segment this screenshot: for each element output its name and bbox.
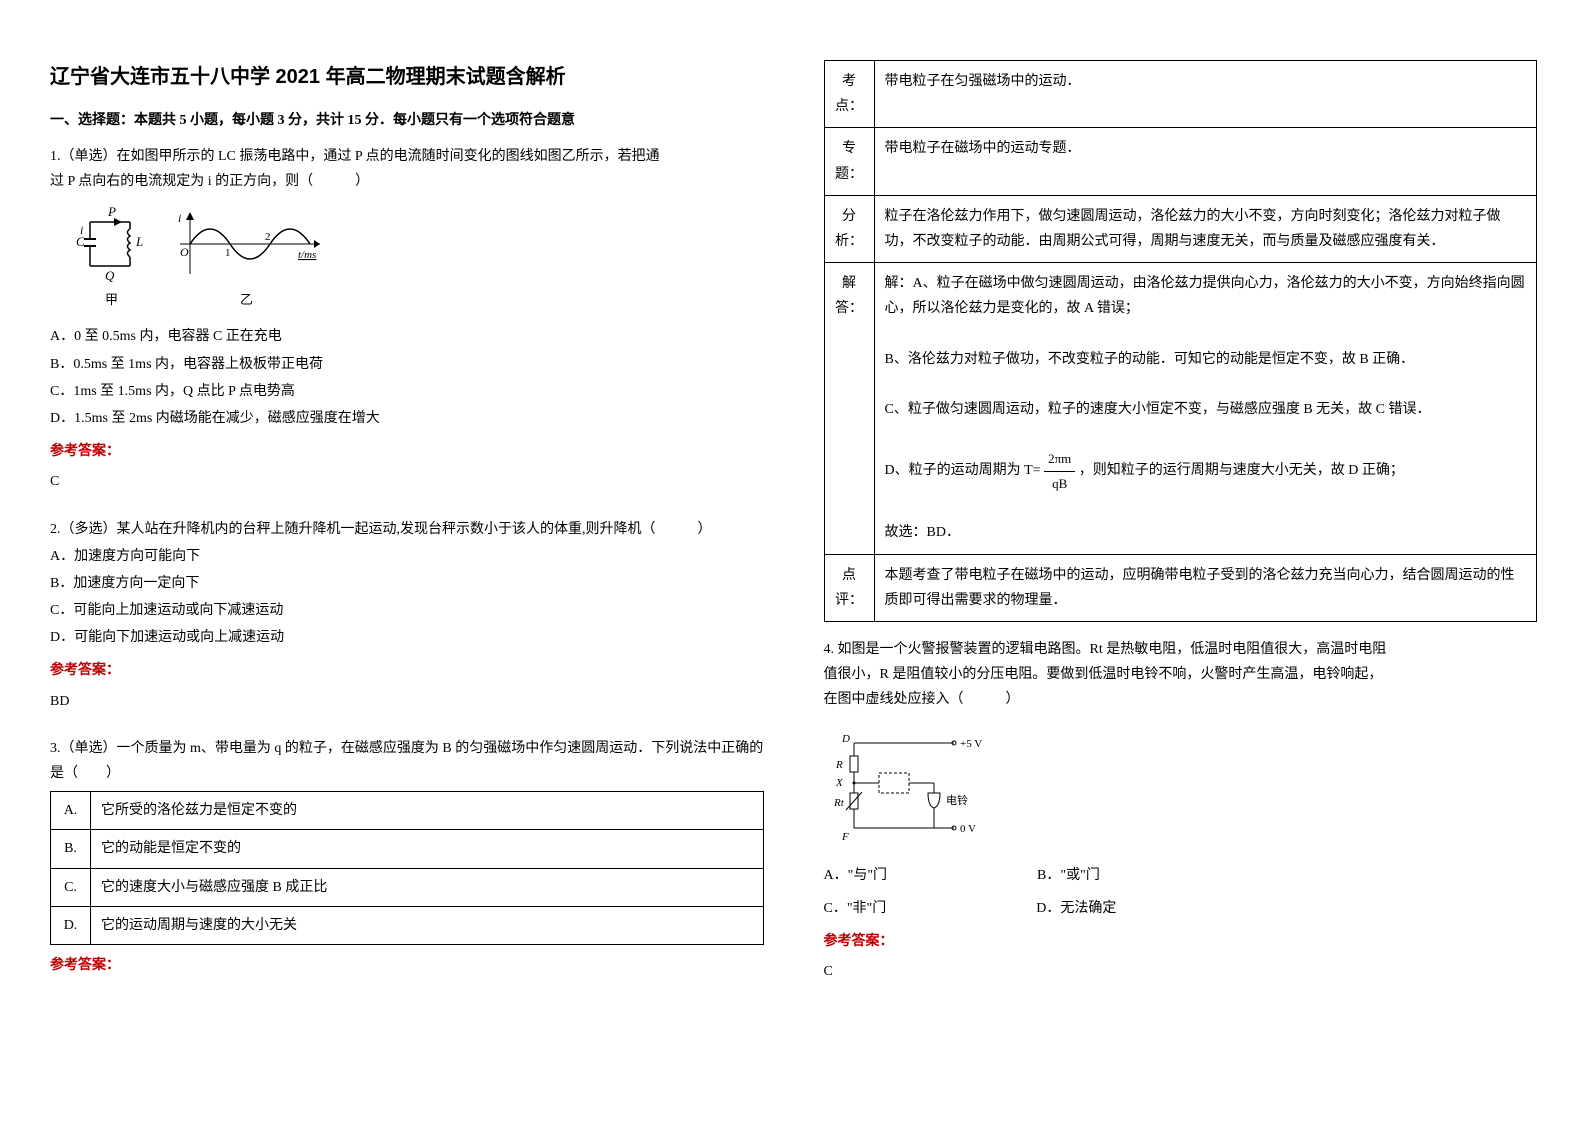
q4-option-b: B．"或"门 <box>1037 863 1100 888</box>
question-4: 4. 如图是一个火警报警装置的逻辑电路图。Rt 是热敏电阻，低温时电阻值很大，高… <box>824 637 1538 996</box>
q1-option-c: C．1ms 至 1.5ms 内，Q 点比 P 点电势高 <box>50 379 764 404</box>
jieda-b: B、洛伦兹力对粒子做功，不改变粒子的动能．可知它的动能是恒定不变，故 B 正确． <box>885 347 1527 372</box>
jieda-d-pre: D、粒子的运动周期为 T= <box>885 464 1045 479</box>
q3-opt-b: 它的动能是恒定不变的 <box>91 830 764 868</box>
question-3: 3.（单选）一个质量为 m、带电量为 q 的粒子，在磁感应强度为 B 的匀强磁场… <box>50 736 764 983</box>
label-Rt: Rt <box>833 797 845 809</box>
kaodian-label: 考点： <box>824 61 874 128</box>
question-1: 1.（单选）在如图甲所示的 LC 振荡电路中，通过 P 点的电流随时间变化的图线… <box>50 144 764 507</box>
table-row: C. 它的速度大小与磁感应强度 B 成正比 <box>51 868 764 906</box>
q3-opt-d-label: D. <box>51 906 91 944</box>
dianping-label: 点评： <box>824 554 874 621</box>
kaodian-text: 带电粒子在匀强磁场中的运动． <box>874 61 1537 128</box>
table-row: 考点： 带电粒子在匀强磁场中的运动． <box>824 61 1537 128</box>
label-i-axis: i <box>178 211 181 225</box>
q2-option-b: B．加速度方向一定向下 <box>50 571 764 596</box>
label-5v: +5 V <box>960 738 982 750</box>
q4-answer-label: 参考答案： <box>824 929 1538 954</box>
left-column: 辽宁省大连市五十八中学 2021 年高二物理期末试题含解析 一、选择题：本题共 … <box>50 60 764 1062</box>
q3-opt-a-label: A. <box>51 792 91 830</box>
fraction-den: qB <box>1044 472 1075 495</box>
label-P: P <box>107 204 116 219</box>
q2-option-d: D．可能向下加速运动或向上减速运动 <box>50 625 764 650</box>
analysis-table: 考点： 带电粒子在匀强磁场中的运动． 专题： 带电粒子在磁场中的运动专题． 分析… <box>824 60 1538 622</box>
table-row: D. 它的运动周期与速度的大小无关 <box>51 906 764 944</box>
label-0v: 0 V <box>960 823 976 835</box>
label-R: R <box>835 759 843 771</box>
jieda-label: 解答： <box>824 263 874 554</box>
q2-option-c: C．可能向上加速运动或向下减速运动 <box>50 598 764 623</box>
fraction-num: 2πm <box>1044 447 1075 471</box>
jieda-d: D、粒子的运动周期为 T= 2πm qB ，则知粒子的运行周期与速度大小无关，故… <box>885 447 1527 495</box>
jieda-c: C、粒子做匀速圆周运动，粒子的速度大小恒定不变，与磁感应强度 B 无关，故 C … <box>885 397 1527 422</box>
q4-logic-diagram: +5 V D R X Rt <box>824 728 1004 848</box>
label-F: F <box>841 831 849 843</box>
q4-text1: 4. 如图是一个火警报警装置的逻辑电路图。Rt 是热敏电阻，低温时电阻值很大，高… <box>824 637 1538 662</box>
q3-answer-label: 参考答案： <box>50 953 764 978</box>
tick-1: 1 <box>225 247 231 259</box>
q2-option-a: A．加速度方向可能向下 <box>50 544 764 569</box>
q3-opt-d: 它的运动周期与速度的大小无关 <box>91 906 764 944</box>
q3-opt-c: 它的速度大小与磁感应强度 B 成正比 <box>91 868 764 906</box>
table-row: 点评： 本题考查了带电粒子在磁场中的运动，应明确带电粒子受到的洛仑兹力充当向心力… <box>824 554 1537 621</box>
tick-2: 2 <box>265 231 271 243</box>
q1-text-line1: 1.（单选）在如图甲所示的 LC 振荡电路中，通过 P 点的电流随时间变化的图线… <box>50 144 764 169</box>
q3-options-table: A. 它所受的洛伦兹力是恒定不变的 B. 它的动能是恒定不变的 C. 它的速度大… <box>50 791 764 945</box>
q1-option-a: A．0 至 0.5ms 内，电容器 C 正在充电 <box>50 324 764 349</box>
label-D: D <box>841 733 850 745</box>
dianping-text: 本题考查了带电粒子在磁场中的运动，应明确带电粒子受到的洛仑兹力充当向心力，结合圆… <box>874 554 1537 621</box>
fenxi-text: 粒子在洛伦兹力作用下，做匀速圆周运动，洛伦兹力的大小不变，方向时刻变化；洛伦兹力… <box>874 195 1537 262</box>
q4-option-a: A．"与"门 <box>824 863 888 888</box>
table-row: A. 它所受的洛伦兹力是恒定不变的 <box>51 792 764 830</box>
question-2: 2.（多选）某人站在升降机内的台秤上随升降机一起运动,发现台秤示数小于该人的体重… <box>50 517 764 726</box>
q1-answer: C <box>50 469 764 494</box>
label-t-axis: t/ms <box>298 249 316 261</box>
q3-opt-c-label: C. <box>51 868 91 906</box>
q2-answer: BD <box>50 689 764 714</box>
q1-answer-label: 参考答案： <box>50 439 764 464</box>
label-O: O <box>180 245 189 259</box>
q4-text3: 在图中虚线处应接入（ ） <box>824 687 1538 712</box>
q3-text: 3.（单选）一个质量为 m、带电量为 q 的粒子，在磁感应强度为 B 的匀强磁场… <box>50 736 764 786</box>
q3-opt-a: 它所受的洛伦兹力是恒定不变的 <box>91 792 764 830</box>
jieda-d-post: ，则知粒子的运行周期与速度大小无关，故 D 正确； <box>1079 464 1404 479</box>
q4-options-row1: A．"与"门 B．"或"门 <box>824 863 1538 888</box>
table-row: 分析： 粒子在洛伦兹力作用下，做匀速圆周运动，洛伦兹力的大小不变，方向时刻变化；… <box>824 195 1537 262</box>
page-title: 辽宁省大连市五十八中学 2021 年高二物理期末试题含解析 <box>50 60 764 89</box>
section-header: 一、选择题：本题共 5 小题，每小题 3 分，共计 15 分．每小题只有一个选项… <box>50 109 764 129</box>
zhuanti-text: 带电粒子在磁场中的运动专题． <box>874 128 1537 195</box>
q3-opt-b-label: B. <box>51 830 91 868</box>
label-C: C <box>76 234 85 249</box>
q4-text2: 值很小，R 是阻值较小的分压电阻。要做到低温时电铃不响，火警时产生高温，电铃响起… <box>824 662 1538 687</box>
table-row: B. 它的动能是恒定不变的 <box>51 830 764 868</box>
q2-text: 2.（多选）某人站在升降机内的台秤上随升降机一起运动,发现台秤示数小于该人的体重… <box>50 517 764 542</box>
q1-circuit-diagram: P i C L Q 甲 <box>70 204 330 314</box>
q4-option-d: D．无法确定 <box>1036 896 1116 921</box>
jieda-conclusion: 故选：BD． <box>885 520 1527 545</box>
label-yi: 乙 <box>240 292 253 307</box>
right-column: 考点： 带电粒子在匀强磁场中的运动． 专题： 带电粒子在磁场中的运动专题． 分析… <box>824 60 1538 1062</box>
fenxi-label: 分析： <box>824 195 874 262</box>
label-bell: 电铃 <box>946 793 968 807</box>
fraction: 2πm qB <box>1044 447 1075 495</box>
jieda-cell: 解：A、粒子在磁场中做匀速圆周运动，由洛伦兹力提供向心力，洛伦兹力的大小不变，方… <box>874 263 1537 554</box>
q4-option-c: C．"非"门 <box>824 896 887 921</box>
label-X: X <box>835 777 844 789</box>
label-jia: 甲 <box>105 292 118 307</box>
q2-answer-label: 参考答案： <box>50 658 764 683</box>
table-row: 专题： 带电粒子在磁场中的运动专题． <box>824 128 1537 195</box>
zhuanti-label: 专题： <box>824 128 874 195</box>
q1-text-line2: 过 P 点向右的电流规定为 i 的正方向，则（ ） <box>50 169 764 194</box>
label-Q: Q <box>105 268 115 283</box>
table-row: 解答： 解：A、粒子在磁场中做匀速圆周运动，由洛伦兹力提供向心力，洛伦兹力的大小… <box>824 263 1537 554</box>
label-L: L <box>135 234 143 249</box>
jieda-intro: 解：A、粒子在磁场中做匀速圆周运动，由洛伦兹力提供向心力，洛伦兹力的大小不变，方… <box>885 271 1527 321</box>
q4-options-row2: C．"非"门 D．无法确定 <box>824 896 1538 921</box>
q1-option-b: B．0.5ms 至 1ms 内，电容器上极板带正电荷 <box>50 352 764 377</box>
q4-answer: C <box>824 959 1538 984</box>
q1-option-d: D．1.5ms 至 2ms 内磁场能在减少，磁感应强度在增大 <box>50 406 764 431</box>
